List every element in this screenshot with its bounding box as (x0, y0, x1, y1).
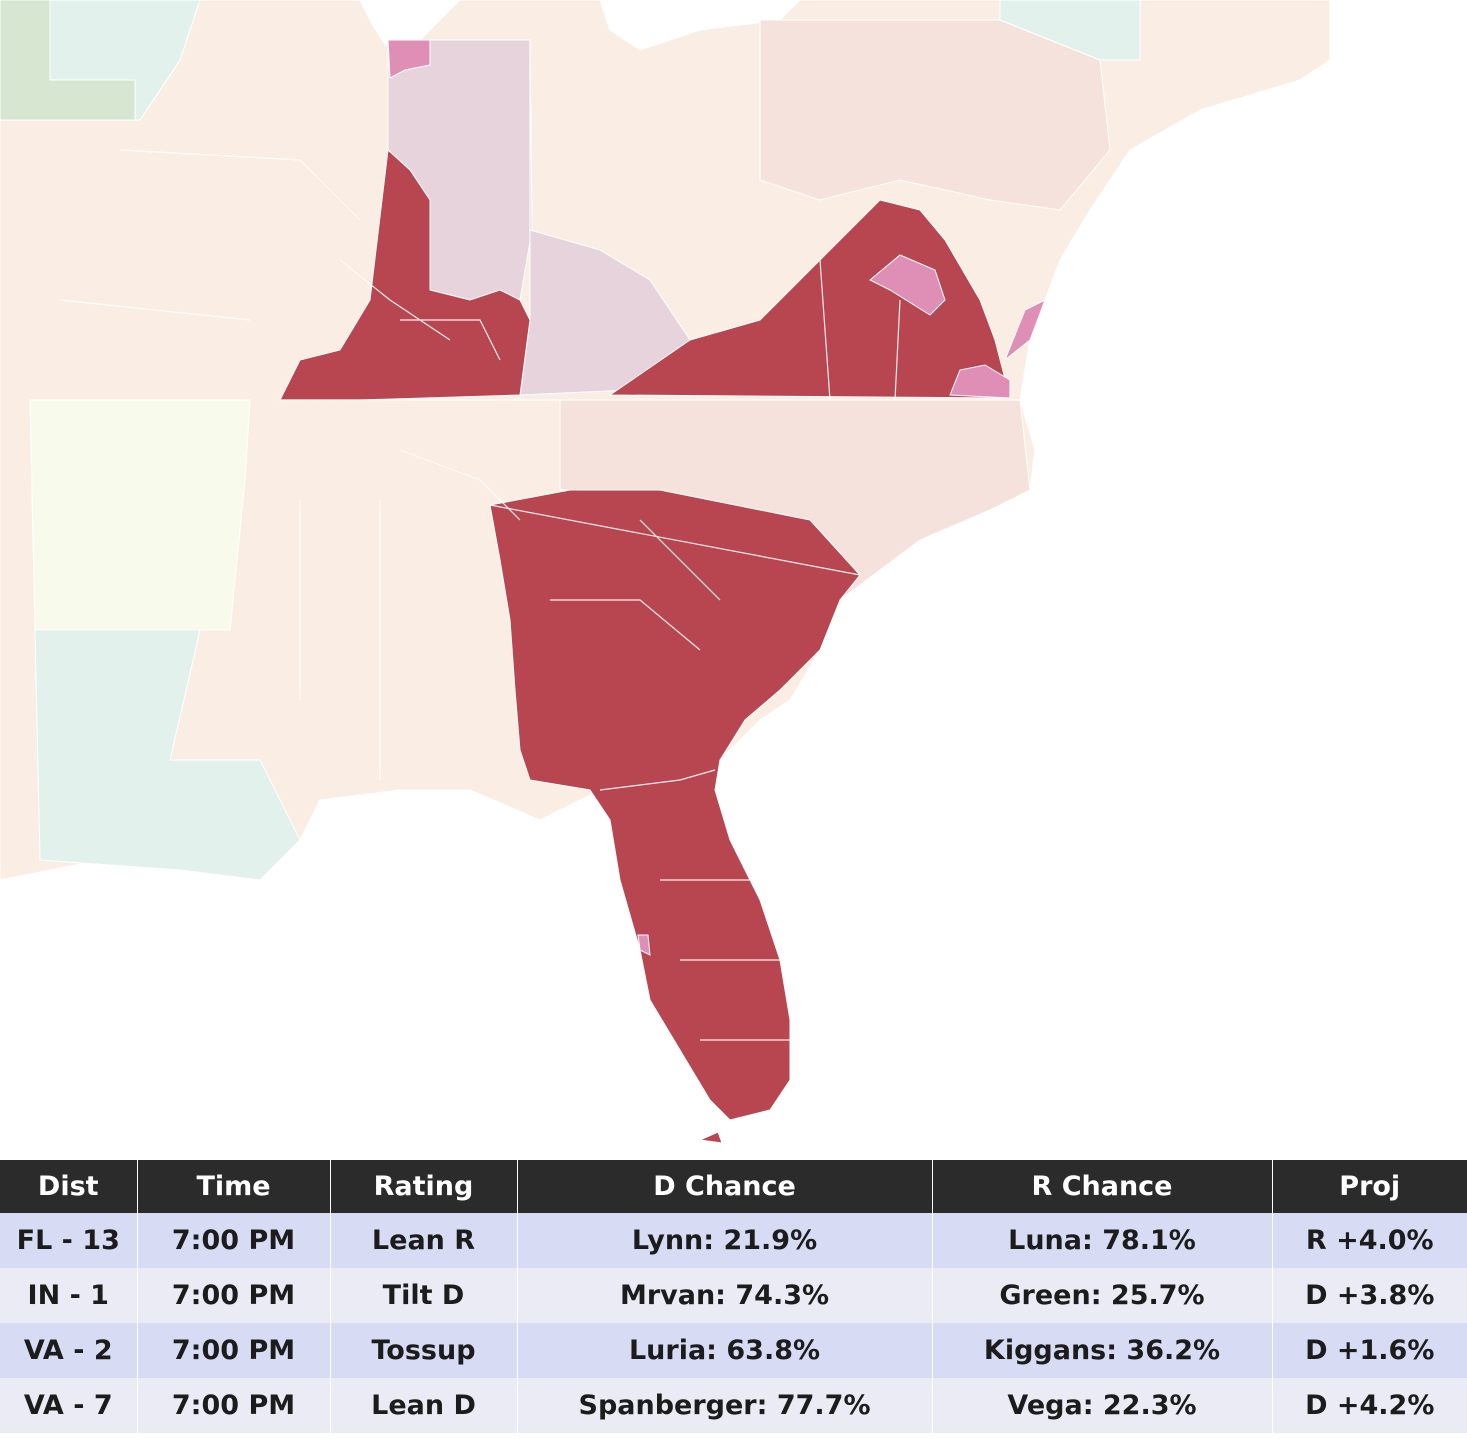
cell-rating: Lean R (330, 1213, 518, 1268)
region-fl-tip (698, 1131, 723, 1144)
cell-d-chance: Lynn: 21.9% (517, 1213, 933, 1268)
region-kentucky (279, 148, 531, 401)
table-row: IN - 1 7:00 PM Tilt D Mrvan: 74.3% Green… (0, 1268, 1467, 1323)
header-dist: Dist (0, 1160, 138, 1213)
region-north-green (999, 0, 1141, 61)
cell-rating: Tilt D (330, 1268, 518, 1323)
cell-time: 7:00 PM (137, 1268, 331, 1323)
cell-proj: D +1.6% (1272, 1323, 1467, 1378)
cell-rating: Tossup (330, 1323, 518, 1378)
cell-dist: FL - 13 (0, 1213, 138, 1268)
cell-proj: R +4.0% (1272, 1213, 1467, 1268)
cell-time: 7:00 PM (137, 1323, 331, 1378)
district-va-2 (949, 364, 1011, 399)
lake-erie (599, 0, 801, 51)
region-northeast (759, 19, 1111, 211)
region-louisiana (34, 629, 301, 881)
cell-dist: VA - 2 (0, 1323, 138, 1378)
header-proj: Proj (1272, 1160, 1467, 1213)
district-borders (59, 20, 1020, 1041)
header-r-chance: R Chance (932, 1160, 1273, 1213)
region-southeast-safe-r (489, 489, 861, 1121)
header-d-chance: D Chance (517, 1160, 933, 1213)
table-header-row: Dist Time Rating D Chance R Chance Proj (0, 1160, 1467, 1213)
table-row: VA - 7 7:00 PM Lean D Spanberger: 77.7% … (0, 1378, 1467, 1433)
district-in-1 (387, 39, 431, 79)
cell-d-chance: Spanberger: 77.7% (517, 1378, 933, 1433)
cell-time: 7:00 PM (137, 1378, 331, 1433)
table-row: VA - 2 7:00 PM Tossup Luria: 63.8% Kigga… (0, 1323, 1467, 1378)
cell-rating: Lean D (330, 1378, 518, 1433)
cell-r-chance: Luna: 78.1% (932, 1213, 1273, 1268)
header-rating: Rating (330, 1160, 518, 1213)
cell-d-chance: Luria: 63.8% (517, 1323, 933, 1378)
district-fl-13 (637, 934, 651, 956)
header-time: Time (137, 1160, 331, 1213)
district-va-shore (1003, 298, 1046, 362)
cell-proj: D +3.8% (1272, 1268, 1467, 1323)
region-green-block (0, 0, 136, 121)
cell-dist: IN - 1 (0, 1268, 138, 1323)
results-table: Dist Time Rating D Chance R Chance Proj … (0, 1160, 1467, 1433)
cell-dist: VA - 7 (0, 1378, 138, 1433)
cell-d-chance: Mrvan: 74.3% (517, 1268, 933, 1323)
district-map (0, 0, 1331, 1144)
cell-proj: D +4.2% (1272, 1378, 1467, 1433)
cell-r-chance: Green: 25.7% (932, 1268, 1273, 1323)
region-virginia (608, 199, 1011, 399)
region-arkansas (29, 399, 251, 631)
cell-time: 7:00 PM (137, 1213, 331, 1268)
map-svg (0, 0, 1331, 1144)
cell-r-chance: Vega: 22.3% (932, 1378, 1273, 1433)
district-va-7 (869, 254, 946, 316)
table-row: FL - 13 7:00 PM Lean R Lynn: 21.9% Luna:… (0, 1213, 1467, 1268)
cell-r-chance: Kiggans: 36.2% (932, 1323, 1273, 1378)
